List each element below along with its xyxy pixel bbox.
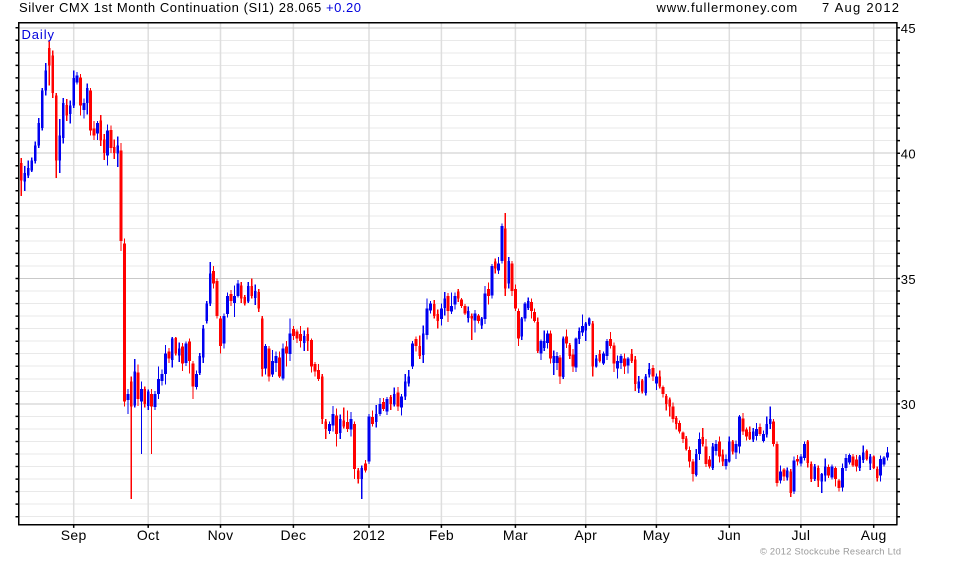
svg-text:Oct: Oct	[137, 527, 160, 543]
svg-text:Sep: Sep	[61, 527, 87, 543]
svg-text:Nov: Nov	[208, 527, 234, 543]
svg-text:40: 40	[901, 147, 916, 162]
svg-text:Aug: Aug	[861, 527, 887, 543]
svg-text:Dec: Dec	[281, 527, 307, 543]
svg-text:www.fullermoney.com: www.fullermoney.com	[656, 0, 799, 15]
svg-text:Feb: Feb	[429, 527, 454, 543]
svg-text:Daily: Daily	[22, 27, 55, 42]
svg-text:45: 45	[901, 21, 916, 36]
svg-text:Jul: Jul	[792, 527, 811, 543]
svg-text:Jun: Jun	[718, 527, 741, 543]
svg-text:May: May	[643, 527, 670, 543]
svg-text:7 Aug 2012: 7 Aug 2012	[822, 0, 900, 15]
svg-text:© 2012 Stockcube Research Ltd: © 2012 Stockcube Research Ltd	[760, 547, 901, 557]
svg-text:Mar: Mar	[503, 527, 528, 543]
svg-text:30: 30	[901, 397, 916, 412]
svg-text:2012: 2012	[353, 527, 385, 543]
svg-text:Apr: Apr	[574, 527, 597, 543]
svg-text:35: 35	[901, 272, 916, 287]
svg-text:Silver CMX 1st Month Continuat: Silver CMX 1st Month Continuation (SI1) …	[19, 0, 362, 15]
